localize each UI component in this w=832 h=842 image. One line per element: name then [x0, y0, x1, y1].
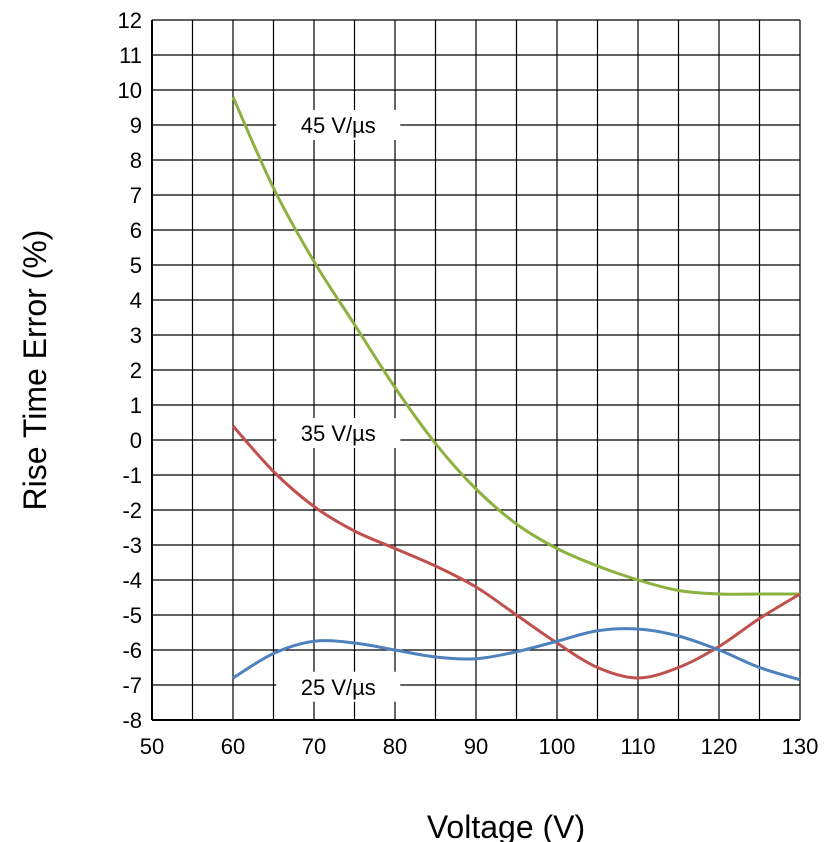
x-tick-label: 130	[782, 734, 819, 759]
y-tick-label: -3	[122, 533, 142, 558]
x-tick-label: 90	[464, 734, 488, 759]
y-tick-label: -4	[122, 568, 142, 593]
curve-label: 35 V/µs	[276, 418, 401, 448]
curve-label-bg	[276, 418, 401, 448]
curve-labels: 45 V/µs 35 V/µs 25 V/µs	[276, 110, 401, 702]
y-tick-label: 5	[130, 253, 142, 278]
y-tick-label: 1	[130, 393, 142, 418]
x-tick-label: 120	[701, 734, 738, 759]
y-axis-title: Rise Time Error (%)	[17, 230, 53, 511]
x-tick-label: 80	[383, 734, 407, 759]
y-tick-label: 10	[118, 78, 142, 103]
series-line-25	[232, 627, 801, 682]
curve-label: 45 V/µs	[276, 110, 401, 140]
curve-label-bg	[276, 110, 401, 140]
y-tick-label: 3	[130, 323, 142, 348]
x-axis-title: Voltage (V)	[427, 809, 585, 842]
y-tick-label: 0	[130, 428, 142, 453]
x-tick-label: 110	[620, 734, 655, 759]
x-tick-label: 60	[221, 734, 245, 759]
curve-label: 25 V/µs	[276, 671, 401, 702]
curve-label-text: 25 V/µs	[301, 675, 376, 700]
x-tick-labels: 50 60 70 80 90 100 110 120 130	[140, 734, 819, 759]
y-tick-label: 11	[119, 43, 142, 68]
curve-label-text: 45 V/µs	[301, 113, 376, 138]
y-tick-label: 9	[130, 113, 142, 138]
curve-label-bg	[276, 671, 401, 702]
y-tick-label: -8	[122, 708, 142, 733]
y-tick-label: 8	[130, 148, 142, 173]
series-line-35	[231, 425, 801, 680]
x-tick-label: 100	[539, 734, 576, 759]
x-tick-label: 50	[140, 734, 164, 759]
curves	[231, 96, 801, 682]
y-tick-label: -7	[122, 673, 142, 698]
y-tick-label: -6	[122, 638, 142, 663]
series-line-45	[231, 96, 800, 596]
x-tick-label: 70	[302, 734, 326, 759]
y-tick-label: -5	[122, 603, 142, 628]
y-tick-label: -2	[122, 498, 142, 523]
y-tick-label: 7	[130, 183, 142, 208]
curve-label-text: 35 V/µs	[301, 421, 376, 446]
y-tick-label: 2	[130, 358, 142, 383]
y-tick-label: 12	[118, 8, 142, 33]
y-tick-label: -1	[122, 463, 142, 488]
y-tick-label: 6	[130, 218, 142, 243]
y-tick-label: 4	[130, 288, 142, 313]
grid	[151, 19, 801, 721]
